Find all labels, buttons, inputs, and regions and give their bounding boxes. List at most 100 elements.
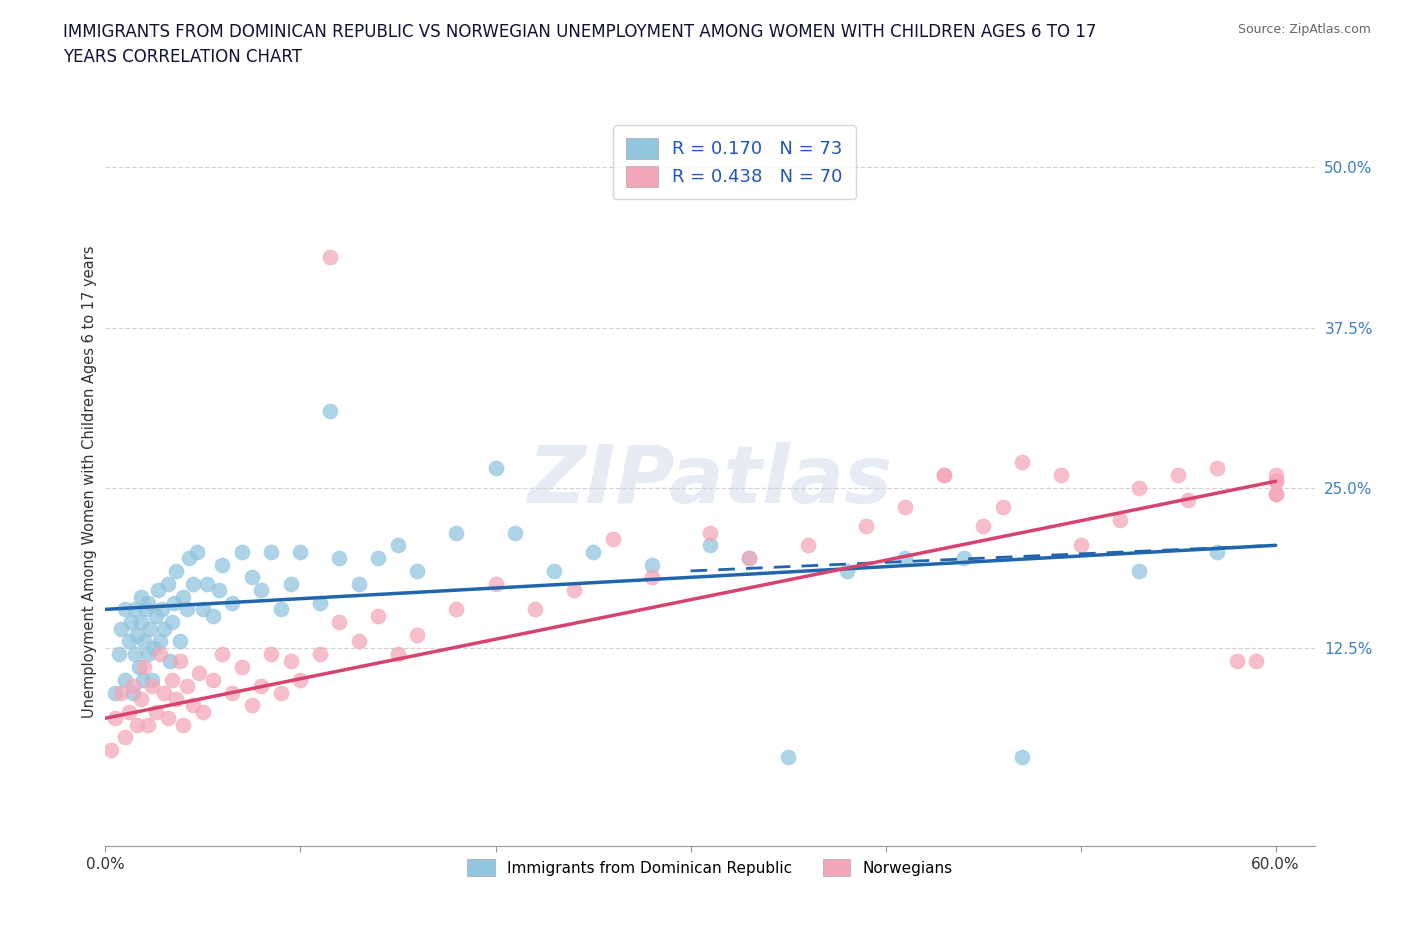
- Point: [406, 628, 429, 643]
- Point: [121, 685, 143, 700]
- Point: [367, 608, 389, 623]
- Point: [231, 544, 253, 559]
- Point: [776, 750, 799, 764]
- Point: [141, 672, 163, 687]
- Point: [125, 628, 148, 643]
- Point: [1128, 480, 1150, 495]
- Point: [134, 634, 156, 649]
- Point: [738, 551, 761, 565]
- Point: [153, 685, 176, 700]
- Point: [138, 717, 160, 732]
- Point: [156, 577, 179, 591]
- Point: [1050, 468, 1073, 483]
- Point: [1264, 473, 1286, 489]
- Point: [221, 685, 243, 700]
- Point: [139, 621, 162, 636]
- Point: [104, 685, 127, 700]
- Point: [367, 551, 389, 565]
- Point: [309, 595, 332, 610]
- Point: [156, 711, 179, 725]
- Point: [186, 544, 208, 559]
- Point: [290, 544, 312, 559]
- Point: [894, 551, 917, 565]
- Point: [387, 646, 409, 661]
- Point: [446, 602, 468, 617]
- Point: [796, 538, 818, 552]
- Point: [699, 525, 721, 540]
- Point: [640, 570, 662, 585]
- Point: [503, 525, 526, 540]
- Point: [160, 672, 183, 687]
- Point: [149, 634, 172, 649]
- Point: [150, 602, 173, 617]
- Point: [387, 538, 409, 552]
- Point: [543, 564, 565, 578]
- Point: [153, 621, 176, 636]
- Point: [176, 679, 198, 694]
- Point: [159, 653, 181, 668]
- Point: [640, 557, 662, 572]
- Point: [270, 685, 292, 700]
- Point: [991, 499, 1014, 514]
- Point: [176, 602, 198, 617]
- Point: [738, 551, 761, 565]
- Point: [128, 659, 150, 674]
- Point: [290, 672, 312, 687]
- Point: [195, 577, 218, 591]
- Point: [179, 551, 201, 565]
- Point: [121, 679, 143, 694]
- Point: [240, 698, 263, 713]
- Y-axis label: Unemployment Among Women with Children Ages 6 to 17 years: Unemployment Among Women with Children A…: [82, 245, 97, 718]
- Point: [191, 704, 214, 719]
- Point: [145, 704, 167, 719]
- Point: [169, 653, 191, 668]
- Point: [172, 589, 194, 604]
- Point: [972, 519, 994, 534]
- Point: [1177, 493, 1199, 508]
- Point: [221, 595, 243, 610]
- Point: [932, 468, 955, 483]
- Point: [319, 404, 342, 418]
- Point: [104, 711, 127, 725]
- Point: [149, 646, 172, 661]
- Point: [446, 525, 468, 540]
- Point: [1128, 564, 1150, 578]
- Point: [181, 577, 204, 591]
- Legend: Immigrants from Dominican Republic, Norwegians: Immigrants from Dominican Republic, Norw…: [461, 853, 959, 883]
- Point: [260, 544, 283, 559]
- Point: [118, 634, 141, 649]
- Point: [114, 730, 136, 745]
- Point: [1108, 512, 1130, 527]
- Point: [250, 679, 273, 694]
- Point: [108, 646, 131, 661]
- Point: [201, 608, 224, 623]
- Point: [129, 589, 152, 604]
- Point: [250, 583, 273, 598]
- Point: [270, 602, 292, 617]
- Point: [163, 595, 186, 610]
- Point: [160, 615, 183, 630]
- Point: [169, 634, 191, 649]
- Point: [100, 743, 122, 758]
- Point: [138, 646, 160, 661]
- Point: [114, 672, 136, 687]
- Point: [138, 595, 160, 610]
- Point: [143, 641, 166, 656]
- Point: [201, 672, 224, 687]
- Point: [319, 249, 342, 264]
- Point: [124, 646, 146, 661]
- Point: [699, 538, 721, 552]
- Point: [231, 659, 253, 674]
- Point: [120, 615, 142, 630]
- Point: [1011, 750, 1033, 764]
- Point: [855, 519, 877, 534]
- Point: [484, 577, 506, 591]
- Point: [1264, 486, 1286, 501]
- Point: [1244, 653, 1267, 668]
- Point: [131, 672, 153, 687]
- Point: [1264, 486, 1286, 501]
- Point: [146, 583, 169, 598]
- Point: [129, 615, 152, 630]
- Point: [165, 692, 187, 707]
- Text: IMMIGRANTS FROM DOMINICAN REPUBLIC VS NORWEGIAN UNEMPLOYMENT AMONG WOMEN WITH CH: IMMIGRANTS FROM DOMINICAN REPUBLIC VS NO…: [63, 23, 1097, 66]
